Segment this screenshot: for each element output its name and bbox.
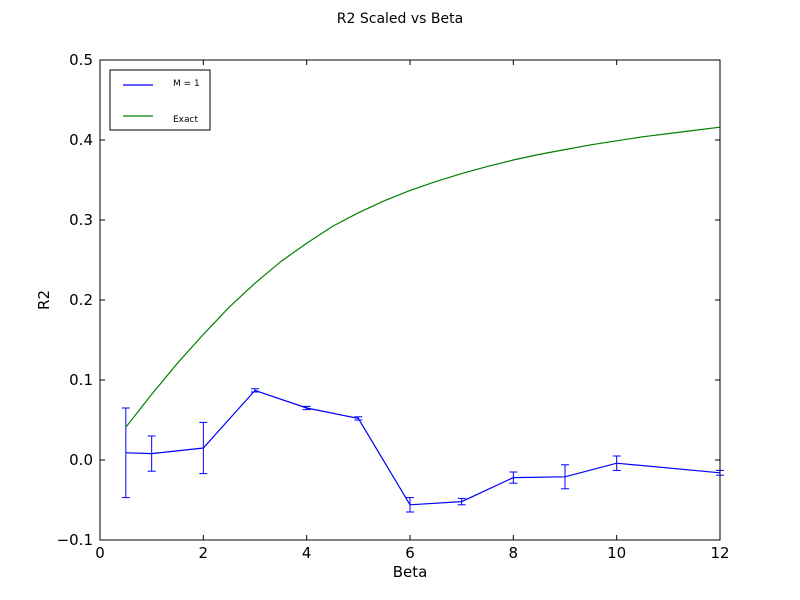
chart-title: R2 Scaled vs Beta	[337, 11, 463, 27]
y-axis-label: R2	[35, 290, 53, 310]
x-axis-label: Beta	[393, 563, 428, 581]
error-bar	[457, 497, 466, 506]
y-tick-label: 0.2	[69, 291, 93, 309]
x-tick-label: 6	[405, 544, 415, 562]
series-line-exact	[125, 126, 721, 428]
error-bar	[612, 455, 621, 471]
y-tick-label: 0.3	[69, 211, 93, 229]
error-bar	[251, 388, 259, 393]
x-tick-label: 12	[710, 544, 729, 562]
legend-label-exact: Exact	[173, 115, 198, 125]
y-tick-label: 0.4	[69, 131, 93, 149]
error-bar	[354, 416, 363, 421]
legend-label-m1: M = 1	[173, 79, 200, 89]
series-layer	[121, 126, 724, 513]
error-bar	[302, 405, 311, 411]
x-tick-label: 8	[509, 544, 519, 562]
series-line-m1	[125, 389, 721, 506]
x-tick-label: 10	[607, 544, 626, 562]
error-bar	[199, 421, 208, 475]
x-tick-label: 4	[302, 544, 312, 562]
y-tick-label: 0.0	[69, 451, 93, 469]
x-tick-label: 0	[95, 544, 105, 562]
plot-area	[100, 60, 720, 540]
legend-box	[109, 69, 211, 131]
y-tick-label: 0.5	[69, 51, 93, 69]
error-bar	[561, 464, 569, 490]
y-tick-label: 0.1	[69, 371, 93, 389]
y-tick-label: −0.1	[57, 531, 93, 549]
x-tick-label: 2	[199, 544, 209, 562]
error-bar	[121, 407, 130, 499]
error-bar	[147, 435, 156, 472]
error-bar	[406, 497, 414, 513]
ticks-layer: 0 2 4 6 8 10 12 −0.1 0.0 0.1 0.2 0.3 0.4 0.5	[57, 51, 730, 562]
error-bar	[509, 471, 518, 484]
legend: M = 1 Exact	[109, 69, 211, 131]
